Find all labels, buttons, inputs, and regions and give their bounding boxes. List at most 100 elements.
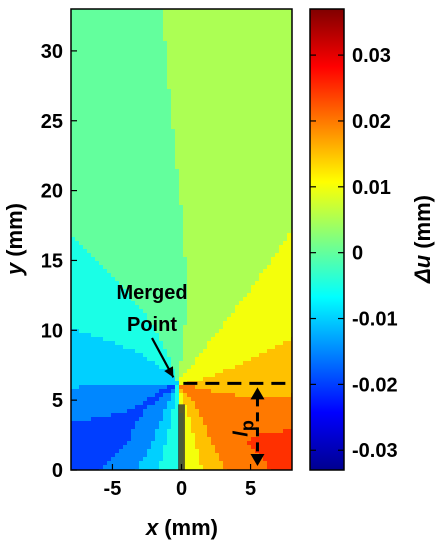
contour-cell	[151, 249, 156, 254]
contour-cell	[227, 289, 232, 294]
contour-cell	[127, 345, 132, 350]
contour-cell	[115, 249, 120, 254]
contour-cell	[155, 149, 160, 154]
contour-cell	[211, 361, 216, 366]
contour-cell	[155, 85, 160, 90]
contour-cell	[99, 377, 104, 382]
contour-cell	[211, 125, 216, 130]
contour-cell	[163, 337, 168, 342]
contour-cell	[107, 25, 112, 30]
contour-cell	[223, 225, 228, 230]
contour-cell	[91, 29, 96, 34]
contour-cell	[79, 101, 84, 106]
contour-cell	[147, 61, 152, 66]
contour-cell	[223, 273, 228, 278]
contour-cell	[239, 341, 244, 346]
contour-cell	[155, 209, 160, 214]
contour-cell	[207, 93, 212, 98]
contour-cell	[115, 297, 120, 302]
contour-cell	[223, 293, 228, 298]
contour-cell	[155, 173, 160, 178]
contour-cell	[235, 377, 240, 382]
contour-cell	[123, 213, 128, 218]
contour-cell	[171, 201, 176, 206]
contour-cell	[187, 305, 192, 310]
contour-cell	[191, 281, 196, 286]
contour-cell	[119, 301, 124, 306]
contour-cell	[163, 149, 168, 154]
contour-cell	[79, 361, 84, 366]
contour-cell	[155, 433, 160, 438]
contour-cell	[235, 197, 240, 202]
contour-cell	[223, 217, 228, 222]
contour-cell	[239, 41, 244, 46]
contour-cell	[231, 349, 236, 354]
contour-cell	[231, 421, 236, 426]
contour-cell	[87, 37, 92, 42]
contour-cell	[207, 193, 212, 198]
contour-cell	[195, 441, 200, 446]
contour-cell	[123, 61, 128, 66]
contour-cell	[155, 457, 160, 462]
contour-cell	[123, 149, 128, 154]
contour-cell	[111, 185, 116, 190]
contour-cell	[147, 417, 152, 422]
contour-cell	[231, 25, 236, 30]
contour-cell	[127, 29, 132, 34]
contour-cell	[195, 425, 200, 430]
contour-cell	[239, 245, 244, 250]
contour-cell	[119, 361, 124, 366]
contour-cell	[119, 241, 124, 246]
contour-cell	[127, 221, 132, 226]
contour-cell	[207, 217, 212, 222]
contour-cell	[175, 341, 180, 346]
contour-cell	[131, 97, 136, 102]
contour-cell	[187, 33, 192, 38]
contour-cell	[191, 401, 196, 406]
contour-cell	[71, 189, 76, 194]
contour-cell	[79, 369, 84, 374]
contour-cell	[163, 393, 168, 398]
contour-cell	[115, 309, 120, 314]
contour-cell	[143, 201, 148, 206]
contour-cell	[219, 201, 224, 206]
contour-cell	[211, 261, 216, 266]
contour-cell	[211, 17, 216, 22]
contour-cell	[115, 89, 120, 94]
contour-cell	[147, 121, 152, 126]
contour-cell	[227, 181, 232, 186]
contour-cell	[179, 325, 184, 330]
contour-cell	[175, 377, 180, 382]
contour-cell	[211, 77, 216, 82]
contour-cell	[167, 9, 172, 14]
contour-cell	[159, 321, 164, 326]
contour-cell	[147, 329, 152, 334]
contour-cell	[111, 453, 116, 458]
contour-cell	[103, 421, 108, 426]
contour-cell	[95, 257, 100, 262]
contour-cell	[131, 209, 136, 214]
contour-cell	[187, 313, 192, 318]
contour-cell	[71, 125, 76, 130]
contour-cell	[183, 453, 188, 458]
contour-cell	[95, 45, 100, 50]
contour-cell	[119, 441, 124, 446]
contour-cell	[219, 261, 224, 266]
contour-cell	[175, 221, 180, 226]
contour-cell	[75, 109, 80, 114]
contour-cell	[207, 113, 212, 118]
contour-cell	[131, 13, 136, 18]
contour-cell	[79, 85, 84, 90]
contour-cell	[127, 201, 132, 206]
contour-cell	[99, 113, 104, 118]
contour-cell	[115, 81, 120, 86]
contour-cell	[231, 277, 236, 282]
contour-cell	[191, 101, 196, 106]
contour-cell	[235, 121, 240, 126]
contour-cell	[167, 445, 172, 450]
contour-cell	[91, 105, 96, 110]
contour-cell	[167, 269, 172, 274]
contour-cell	[119, 137, 124, 142]
contour-cell	[171, 341, 176, 346]
contour-cell	[239, 241, 244, 246]
